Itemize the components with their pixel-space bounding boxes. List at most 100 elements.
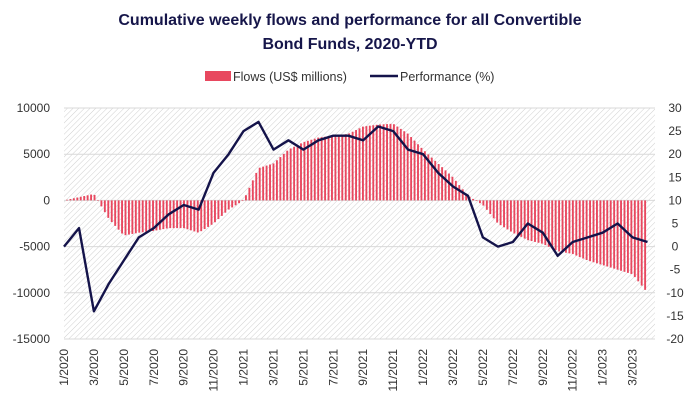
flows-bar [506, 200, 509, 230]
flows-bar [465, 193, 468, 201]
flows-bar [293, 146, 296, 201]
flows-bar [275, 160, 278, 201]
x-tick-label: 5/2022 [476, 349, 490, 386]
flows-bar [227, 200, 230, 210]
flows-bar [348, 133, 351, 201]
x-tick-label: 1/2021 [237, 349, 251, 386]
flows-bar [214, 200, 216, 223]
right-tick-label: 0 [672, 240, 679, 254]
flows-bar [448, 173, 450, 201]
flows-bar [69, 199, 72, 201]
flows-bar [392, 124, 395, 201]
flows-bar [193, 200, 196, 232]
flows-bar [478, 200, 481, 204]
flows-bar [389, 123, 392, 201]
flows-bar [296, 145, 299, 201]
flows-bar [513, 200, 516, 234]
flows-bar [217, 200, 220, 220]
x-tick-label: 1/2023 [596, 349, 610, 386]
flows-bar [406, 133, 409, 201]
flows-bar [207, 200, 210, 227]
flows-bar [97, 200, 99, 201]
left-tick-label: -10000 [13, 286, 51, 300]
flows-bar [248, 187, 251, 201]
flows-bar [306, 140, 309, 201]
flows-bar [138, 200, 141, 233]
flows-bar [547, 200, 550, 247]
x-tick-label: 11/2020 [207, 349, 221, 392]
flows-bar [114, 200, 117, 226]
flows-bar [76, 197, 79, 201]
flows-bar [492, 200, 495, 219]
x-tick-label: 7/2020 [147, 349, 161, 386]
flows-bar [303, 141, 306, 201]
flows-bar [420, 147, 423, 201]
flows-bar [310, 139, 313, 201]
flows-bar [585, 200, 588, 261]
flows-bar [324, 136, 327, 201]
flows-bar [355, 130, 358, 201]
right-tick-label: -20 [666, 332, 684, 346]
flows-bar [534, 200, 536, 242]
flows-bar [269, 164, 271, 201]
flows-bar [382, 124, 385, 201]
x-tick-label: 9/2022 [536, 349, 550, 386]
flows-bar [162, 200, 165, 230]
flows-bar [289, 148, 292, 201]
left-tick-label: 10000 [17, 101, 51, 115]
flows-bar [503, 200, 505, 228]
flows-bar [344, 134, 347, 201]
flows-bar [496, 200, 499, 223]
flows-bar [127, 200, 130, 235]
flows-bar [372, 125, 375, 201]
x-tick-label: 9/2020 [177, 349, 191, 386]
flows-bar [461, 189, 464, 201]
flows-bar [623, 200, 626, 272]
left-tick-label: -5000 [19, 240, 50, 254]
flows-bar [454, 180, 457, 201]
right-tick-label: 25 [668, 124, 682, 138]
flows-bar [596, 200, 598, 264]
flows-bar [489, 200, 492, 215]
flows-bar [238, 200, 241, 204]
flows-bar [265, 165, 268, 201]
right-tick-label: 5 [672, 217, 679, 231]
flows-bar [417, 144, 419, 201]
x-tick-label: 5/2020 [117, 349, 131, 386]
flows-bar [179, 200, 182, 229]
flows-bar [103, 200, 106, 213]
flows-bar [141, 200, 144, 233]
flows-bar [158, 200, 161, 230]
flows-bar [107, 200, 110, 218]
flows-bar [441, 167, 444, 201]
left-tick-label: 5000 [23, 147, 50, 161]
flows-bar [176, 200, 179, 229]
flows-bar [482, 200, 485, 206]
flows-bar [241, 200, 244, 202]
flows-bar [286, 150, 289, 201]
flows-bar [66, 199, 68, 201]
flows-bar [90, 194, 93, 201]
flows-bar [131, 200, 134, 234]
flows-bar [327, 136, 330, 201]
flows-bar [606, 200, 609, 267]
right-tick-label: 30 [668, 101, 682, 115]
flows-bar [341, 134, 344, 201]
x-tick-label: 11/2021 [386, 349, 400, 392]
x-tick-label: 1/2022 [416, 349, 430, 386]
flows-bar [644, 200, 647, 290]
flows-bar [589, 200, 592, 262]
flows-bar [527, 200, 530, 241]
flows-bar [472, 198, 475, 201]
flows-bar [410, 137, 413, 201]
flows-bar [554, 200, 557, 251]
flows-bar [282, 153, 285, 201]
flows-bar [637, 200, 640, 282]
right-tick-label: 15 [668, 170, 682, 184]
flows-bar [234, 200, 237, 206]
flows-bar [399, 128, 402, 201]
flows-bar [620, 200, 622, 271]
flows-bar [220, 200, 223, 216]
legend-performance-label: Performance (%) [400, 70, 494, 84]
flows-bar [561, 200, 564, 253]
